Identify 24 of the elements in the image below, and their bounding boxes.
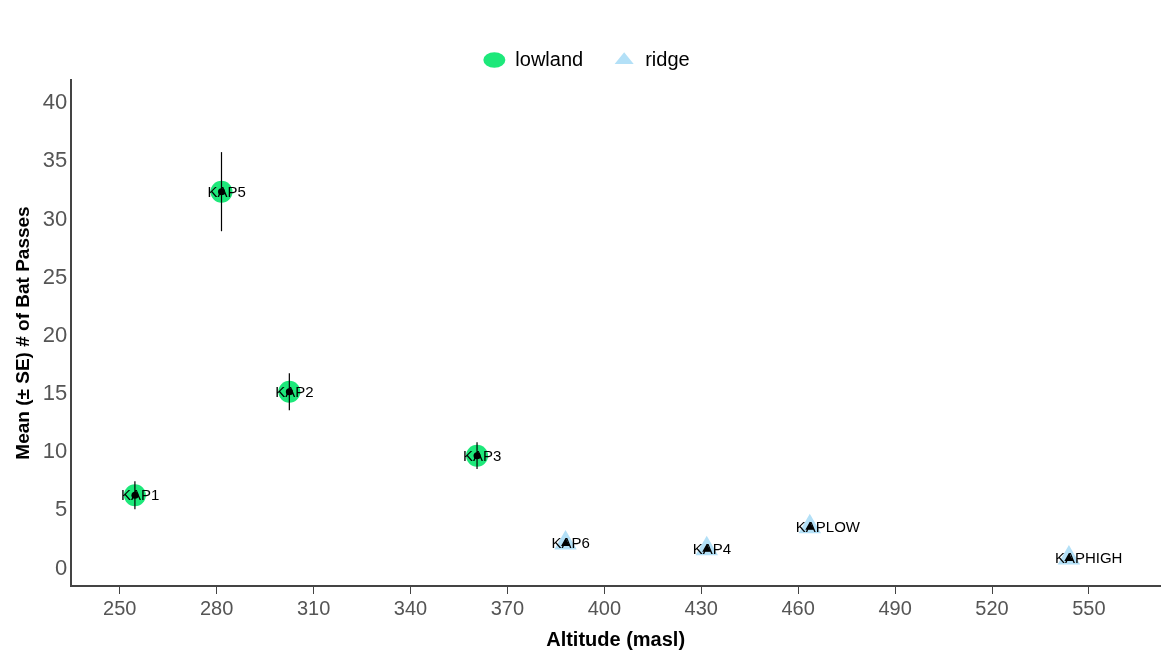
y-tick-label: 40 [42,89,68,115]
x-tick-label: 460 [781,596,815,619]
y-tick-label: 0 [55,554,68,580]
x-tick-label: 280 [199,596,234,619]
legend-label: ridge [645,47,690,70]
x-tick-label: 520 [975,596,1009,619]
y-tick-label: 30 [42,205,68,231]
x-tick-label: 550 [1072,596,1106,619]
x-tick-label: 340 [393,596,428,619]
y-axis-title: Mean (± SE) # of Bat Passes [11,206,33,460]
y-tick-label: 20 [42,321,68,347]
x-tick-label: 370 [490,596,525,619]
y-tick-label: 5 [55,496,68,522]
x-tick-label: 430 [684,596,718,619]
y-tick-label: 15 [42,380,68,406]
x-tick-label: 310 [296,596,331,619]
x-tick-label: 490 [878,596,912,619]
x-tick-label: 250 [103,596,137,619]
legend-label: lowland [515,47,584,70]
y-tick-label: 10 [42,438,68,464]
y-tick-label: 25 [42,263,68,289]
y-tick-label: 35 [42,147,68,173]
x-axis-title: Altitude (masl) [546,627,686,650]
x-tick-label: 400 [587,596,622,619]
